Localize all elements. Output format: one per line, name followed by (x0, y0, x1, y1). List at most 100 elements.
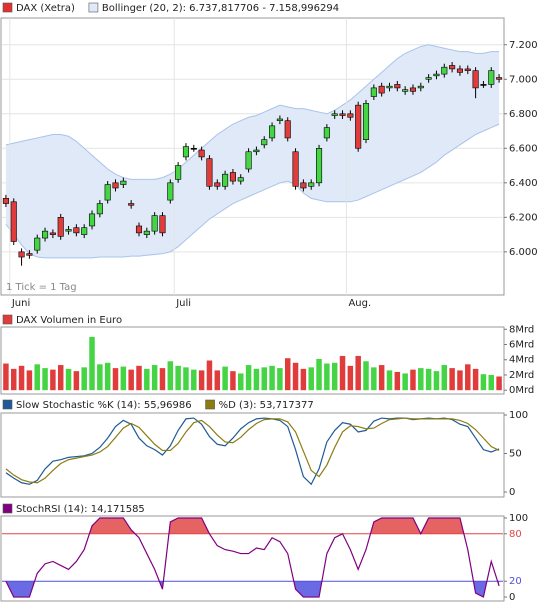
candle-body (120, 180, 127, 185)
volume-bar (449, 368, 455, 391)
candle-body (402, 89, 409, 92)
volume-bar (433, 371, 440, 391)
volume-bar (42, 368, 48, 391)
y-tick-label: 0Mrd (509, 385, 534, 396)
volume-bar (65, 368, 72, 391)
candle-body (128, 203, 135, 206)
legend-swatch (2, 314, 13, 325)
y-tick-label: 6.800 (509, 109, 538, 120)
candle-body (73, 227, 80, 234)
candle-body (190, 148, 197, 150)
volume-bar (261, 367, 267, 391)
candle-body (96, 203, 103, 215)
volume-bar (112, 368, 119, 391)
volume-bar (441, 365, 448, 391)
x-tick-label: Aug. (348, 298, 371, 309)
candle-body (222, 173, 229, 187)
overbought-fill (89, 517, 464, 534)
candle-body (229, 172, 236, 182)
bollinger-lower (5, 123, 500, 259)
volume-bar (144, 368, 150, 391)
y-tick-label: 100 (509, 513, 528, 524)
y-tick-label: 0 (509, 487, 515, 498)
volume-bar (18, 365, 25, 391)
candle-body (472, 70, 479, 89)
volume-bar (488, 374, 494, 391)
plot-frame (0, 515, 505, 602)
volume-bar (457, 370, 463, 391)
volume-bar (230, 371, 236, 391)
candle-body (143, 230, 150, 235)
volume-bar (81, 367, 87, 391)
volume-bar (198, 370, 205, 391)
volume-bar (308, 367, 314, 391)
legend-swatch (88, 2, 99, 13)
volume-bar (418, 368, 424, 391)
y-tick-label: 2Mrd (509, 370, 534, 381)
volume-bar (465, 364, 471, 391)
volume-bar (316, 358, 322, 391)
volume-bar (104, 362, 111, 391)
volume-bar (292, 362, 299, 391)
volume-bar (472, 368, 479, 391)
candle-body (276, 118, 283, 121)
candle-body (409, 87, 417, 92)
volume-bar (394, 371, 401, 391)
volume-bar (386, 370, 393, 391)
y-tick-label: 50 (509, 448, 522, 459)
volume-bar (206, 360, 213, 391)
volume-bar (284, 358, 291, 391)
volume-bar (238, 373, 244, 391)
candle-body (88, 213, 96, 227)
legend-label: Bollinger (20, 2): 6.737,817706 - 7.158,… (102, 3, 339, 14)
volume-bar (175, 365, 181, 391)
legend-label: StochRSI (14): 14,171585 (16, 504, 145, 515)
candle-body (394, 84, 401, 89)
volume-bar (151, 365, 158, 391)
candle-body (441, 66, 448, 75)
candle-body (245, 151, 252, 170)
y-tick-label: 0 (509, 592, 515, 603)
volume-bar (167, 361, 174, 391)
legend-swatch (205, 399, 215, 410)
indicator-line (5, 517, 500, 598)
legend-label: DAX Volumen in Euro (16, 315, 122, 326)
legend-swatch (2, 399, 13, 410)
candle-body (198, 149, 205, 158)
candle-body (456, 68, 463, 73)
volume-bar (355, 355, 361, 391)
volume-bar (26, 370, 33, 391)
volume-bar (136, 365, 142, 391)
volume-bar (425, 368, 432, 391)
volume-bar (3, 363, 9, 391)
candle-body (81, 227, 88, 235)
legend-label: %D (3): 53,717377 (219, 400, 314, 411)
y-tick-label: 6.200 (509, 212, 538, 223)
y-tick-label: 6.000 (509, 247, 538, 258)
y-tick-label: 80 (509, 529, 522, 540)
indicator-line (5, 417, 500, 484)
candle-body (464, 68, 471, 71)
candle-body (331, 113, 338, 116)
legend-swatch (2, 2, 13, 13)
candle-body (315, 148, 323, 184)
candle-body (300, 182, 307, 189)
candle-body (488, 70, 495, 85)
candle-body (253, 149, 260, 153)
volume-bar (89, 336, 95, 391)
volume-bar (57, 365, 64, 391)
annotation: 1 Tick = 1 Tag (6, 282, 77, 293)
candle-body (425, 77, 432, 80)
volume-bar (183, 367, 189, 391)
volume-bar (128, 369, 134, 391)
volume-bar (300, 368, 307, 391)
candle-body (417, 85, 424, 89)
candle-body (339, 113, 346, 116)
candle-body (104, 184, 111, 201)
legend-label: DAX (Xetra) (16, 3, 75, 14)
candle-body (214, 182, 221, 187)
candle-body (496, 77, 503, 80)
candle-body (449, 65, 456, 70)
volume-bar (347, 365, 354, 391)
